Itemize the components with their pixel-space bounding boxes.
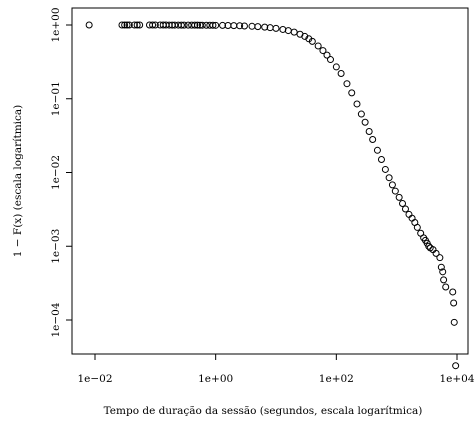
- data-point: [353, 100, 361, 108]
- data-point: [261, 23, 269, 31]
- data-point: [391, 187, 399, 195]
- data-point: [123, 21, 131, 29]
- data-point: [440, 276, 448, 284]
- data-point: [442, 283, 450, 291]
- data-point: [198, 21, 206, 29]
- x-tick-label: 1e+02: [319, 373, 354, 385]
- y-axis-title: 1 − F(x) (escala logarítmica): [12, 105, 24, 258]
- data-point: [437, 263, 445, 271]
- data-point: [219, 21, 227, 29]
- data-point: [177, 21, 185, 29]
- plot-frame: [71, 7, 469, 355]
- data-point: [236, 22, 244, 30]
- x-tick-label: 1e+00: [198, 373, 233, 385]
- data-point: [151, 21, 159, 29]
- x-axis-title: Tempo de duração da sessão (segundos, es…: [104, 405, 423, 417]
- x-axis: 1e−02 1e+00 1e+02 1e+04: [77, 354, 475, 385]
- data-point: [385, 174, 393, 182]
- data-point: [348, 89, 356, 97]
- y-tick-label: 1e−04: [50, 302, 62, 337]
- data-point: [365, 127, 373, 135]
- data-point: [337, 69, 345, 77]
- data-point: [449, 288, 457, 296]
- data-point: [272, 24, 280, 32]
- x-tick-label: 1e−02: [77, 373, 112, 385]
- data-point: [357, 110, 365, 118]
- data-point: [436, 254, 444, 262]
- data-point: [184, 21, 192, 29]
- data-point: [149, 21, 157, 29]
- data-point: [314, 42, 322, 50]
- data-point: [373, 146, 381, 154]
- data-point: [136, 21, 144, 29]
- y-tick-label: 1e+00: [50, 7, 62, 42]
- data-point: [395, 193, 403, 201]
- data-point: [450, 299, 458, 307]
- data-point: [85, 21, 93, 29]
- data-point: [319, 47, 327, 55]
- data-point: [425, 242, 433, 250]
- data-point: [194, 21, 202, 29]
- data-point: [439, 268, 447, 276]
- data-point: [332, 63, 340, 71]
- data-point: [432, 249, 440, 257]
- y-axis: 1e+00 1e−01 1e−02 1e−03 1e−04: [50, 7, 72, 338]
- data-point: [323, 51, 331, 59]
- y-tick-label: 1e−03: [50, 229, 62, 264]
- data-point: [399, 199, 407, 207]
- data-point: [308, 37, 316, 45]
- data-point: [450, 318, 458, 326]
- data-point: [133, 21, 141, 29]
- data-point: [202, 21, 210, 29]
- data-point: [405, 210, 413, 218]
- data-point: [240, 22, 248, 30]
- data-point: [171, 21, 179, 29]
- data-point: [377, 156, 385, 164]
- data-point: [125, 21, 133, 29]
- data-point: [284, 27, 292, 35]
- data-point: [180, 21, 188, 29]
- data-point: [230, 22, 238, 30]
- data-point: [254, 23, 262, 31]
- data-point: [209, 21, 217, 29]
- y-tick-label: 1e−01: [50, 81, 62, 116]
- data-point: [343, 80, 351, 88]
- data-point: [408, 214, 416, 222]
- data-point: [413, 223, 421, 231]
- data-point: [381, 165, 389, 173]
- data-point: [326, 56, 334, 64]
- data-point: [369, 136, 377, 144]
- data-points: [85, 21, 460, 370]
- data-point: [401, 205, 409, 213]
- data-point: [388, 181, 396, 189]
- y-tick-label: 1e−02: [50, 155, 62, 190]
- data-point: [452, 362, 460, 370]
- data-point: [191, 21, 199, 29]
- data-point: [118, 21, 126, 29]
- data-point: [290, 28, 298, 36]
- data-point: [248, 22, 256, 30]
- data-point: [121, 21, 129, 29]
- x-tick-label: 1e+04: [439, 373, 474, 385]
- data-point: [212, 21, 220, 29]
- data-point: [130, 21, 138, 29]
- data-point: [361, 118, 369, 126]
